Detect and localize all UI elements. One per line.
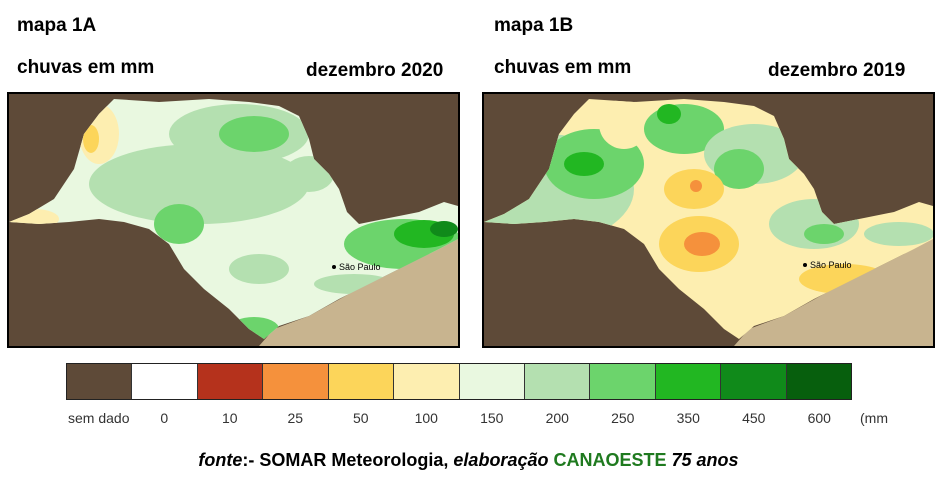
city-label: São Paulo: [810, 260, 852, 270]
source-fonte: fonte: [198, 450, 243, 470]
legend-swatch: [67, 364, 133, 399]
map-a-subtitle: chuvas em mm: [17, 57, 155, 78]
legend-swatch: [524, 364, 591, 399]
legend-label: 100: [414, 410, 438, 426]
source-caption: fonte:- SOMAR Meteorologia, elaboração C…: [0, 450, 937, 471]
map-a-svg: São Paulo: [9, 99, 458, 346]
ocean-area: [734, 234, 933, 346]
map-b-date: dezembro 2019: [768, 60, 906, 81]
legend-labels: sem dado 0 10 25 50 100 150 200 250 350 450 600 (mm: [58, 410, 937, 430]
map-b-svg: São Paulo: [484, 99, 933, 346]
legend-label: 25: [287, 410, 304, 426]
legend-swatch: [655, 364, 722, 399]
legend-label: 250: [611, 410, 635, 426]
legend-bar: [66, 363, 852, 400]
legend-swatch: [132, 364, 198, 399]
legend-label: sem dado: [68, 410, 130, 426]
city-label: São Paulo: [339, 262, 381, 272]
legend-swatch: [590, 364, 656, 399]
legend-swatch: [328, 364, 395, 399]
legend-swatch: [263, 364, 329, 399]
legend-label: 350: [676, 410, 700, 426]
legend-label: 50: [352, 410, 369, 426]
map-a-date: dezembro 2020: [306, 60, 444, 81]
legend-label: 0: [160, 410, 169, 426]
legend-swatch: [721, 364, 787, 399]
city-marker: [803, 263, 807, 267]
city-marker: [332, 265, 336, 269]
legend-unit: (mm: [860, 410, 888, 426]
legend-label: 600: [807, 410, 831, 426]
source-org: CANAOESTE: [553, 450, 667, 470]
legend-label: 200: [545, 410, 569, 426]
source-years: 75 anos: [671, 450, 739, 470]
ocean-area: [259, 234, 458, 346]
legend-swatch: [786, 364, 852, 399]
map-b-subtitle: chuvas em mm: [494, 57, 632, 78]
legend-swatch: [459, 364, 525, 399]
legend-label: 150: [480, 410, 504, 426]
legend-label: 450: [742, 410, 766, 426]
map-a-title: mapa 1A: [17, 15, 97, 36]
legend-label: 10: [221, 410, 238, 426]
legend-swatch: [394, 364, 460, 399]
source-text: :- SOMAR Meteorologia,: [242, 450, 454, 470]
source-elab: elaboração: [453, 450, 549, 470]
legend-swatch: [197, 364, 264, 399]
map-b-title: mapa 1B: [494, 15, 574, 36]
map-b: São Paulo: [482, 92, 935, 348]
map-a: São Paulo: [7, 92, 460, 348]
